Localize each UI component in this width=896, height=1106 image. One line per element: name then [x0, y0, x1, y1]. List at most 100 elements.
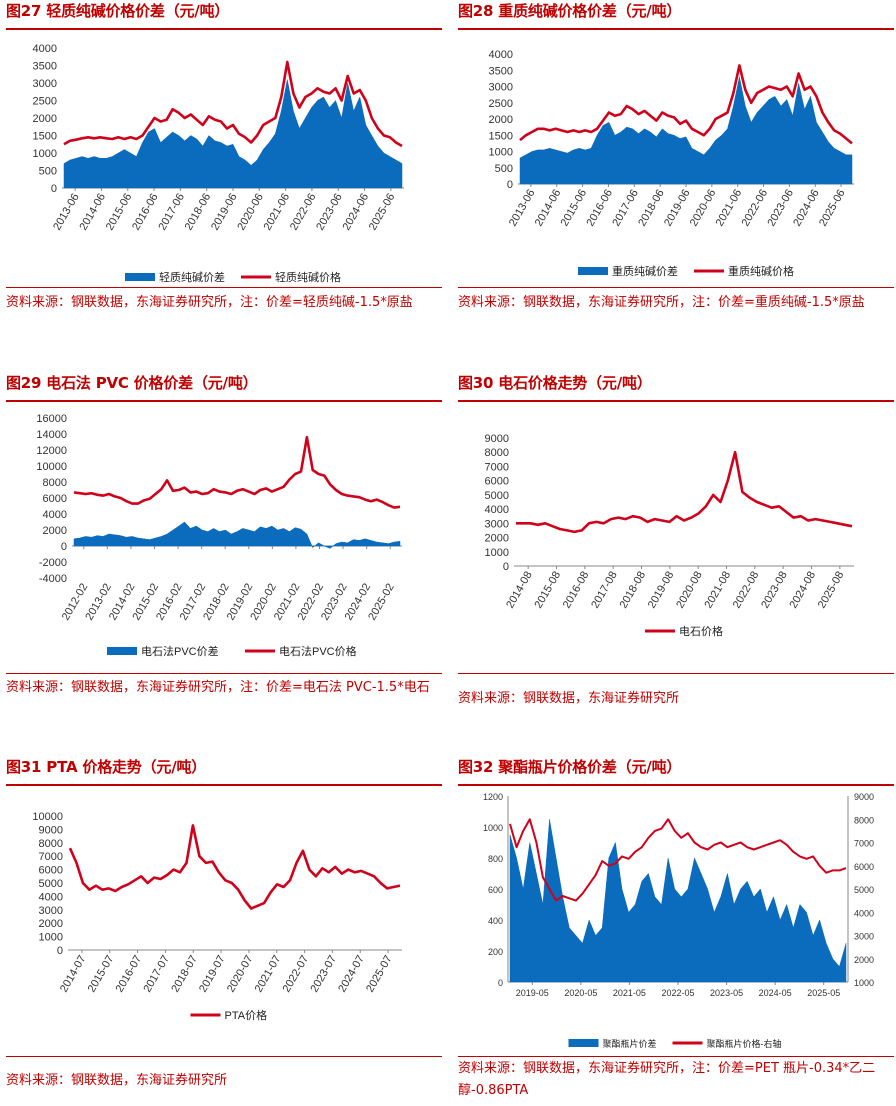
legend-label: PTA价格: [225, 1008, 268, 1022]
y-tick-label: 2500: [489, 98, 513, 110]
x-tick-label: 2024-07: [336, 954, 367, 995]
source-rule: [458, 1056, 894, 1057]
y-tick-label: 4000: [489, 49, 513, 61]
y-tick-label: 8000: [43, 477, 67, 489]
source-rule: [6, 287, 442, 288]
x-tick-label: 2015-08: [533, 570, 564, 611]
y-tick-label: 2000: [489, 114, 513, 126]
chart-29: 16000 14000 12000 10000 8000 6000 4000 2000 0 -20…: [36, 413, 402, 658]
legend-label: 重质纯碱价格: [728, 264, 794, 278]
source-note: 资料来源：钢联数据，东海证券研究所，注：价差=电石法 PVC-1.5*电石: [6, 680, 430, 695]
legend-label: 重质纯碱价差: [612, 264, 678, 278]
y-tick-label: 12000: [36, 445, 67, 457]
source-rule: [458, 673, 894, 674]
x-tick-label: 2017-07: [141, 954, 172, 995]
y-tick-label: 6000: [43, 493, 67, 505]
x-tick-label: 2015-07: [86, 954, 117, 995]
x-tick-label: 2019-05: [516, 988, 549, 998]
x-tick-label: 2022-08: [731, 570, 762, 611]
y2-tick-label: 3000: [854, 932, 874, 942]
legend-label: 聚酯瓶片价格-右轴: [707, 1038, 782, 1049]
y-tick-label: 5000: [485, 490, 509, 502]
y-tick-label: 2000: [39, 918, 63, 930]
y-tick-label: 7000: [39, 851, 63, 863]
x-tick-label: 2025-06: [367, 192, 398, 233]
y-tick-label: 400: [488, 916, 503, 926]
series-line-price: [509, 818, 847, 902]
source-note: 资料来源：钢联数据，东海证券研究所: [6, 1073, 228, 1088]
y-tick-label: 1000: [39, 932, 63, 944]
y-tick-label: 2000: [43, 525, 67, 537]
y-tick-label: 1000: [485, 547, 509, 559]
y2-tick-label: 5000: [854, 885, 874, 895]
y-tick-label: 5000: [39, 878, 63, 890]
x-tick-label: 2018-07: [169, 954, 200, 995]
chart-30: 9000800070006000500040003000200010000201…: [485, 433, 854, 638]
y-tick-label: 0: [498, 978, 503, 988]
y-tick-label: 3500: [489, 65, 513, 77]
y-tick-label: 4000: [33, 43, 57, 55]
figure-title: 图29 电石法 PVC 价格价差（元/吨）: [6, 374, 258, 392]
x-tick-label: 2025-07: [364, 954, 395, 995]
y2-tick-label: 9000: [854, 792, 874, 802]
figure-title: 图28 重质纯碱价格价差（元/吨）: [458, 2, 682, 20]
x-tick-label: 2016-07: [114, 954, 145, 995]
legend-label: 轻质纯碱价差: [159, 270, 225, 284]
x-tick-label: 2017-08: [589, 570, 620, 611]
x-tick-label: 2024-08: [788, 570, 819, 611]
y-tick-label: 0: [61, 541, 67, 553]
y-tick-label: 9000: [485, 433, 509, 445]
y-tick-label: -2000: [39, 557, 67, 569]
title-rule: [6, 784, 442, 786]
y-tick-label: 3000: [485, 518, 509, 530]
x-tick-label: 2021-05: [613, 988, 646, 998]
y-tick-label: 2000: [33, 113, 57, 125]
y-tick-label: 7000: [485, 461, 509, 473]
series-area-spread: [73, 521, 401, 549]
x-tick-label: 2023-07: [308, 954, 339, 995]
legend-label: 轻质纯碱价格: [275, 270, 341, 284]
y-tick-label: 600: [488, 885, 503, 895]
chart-31: 1000090008000700060005000400030002000100…: [32, 811, 402, 1022]
y-tick-label: 1000: [483, 823, 503, 833]
x-tick-label: 2020-05: [564, 988, 597, 998]
legend-label: 电石法PVC价差: [141, 644, 219, 658]
y2-tick-label: 1000: [854, 978, 874, 988]
figure-title: 图27 轻质纯碱价格价差（元/吨）: [6, 2, 230, 20]
series-area-spread: [63, 79, 403, 189]
y-tick-label: 8000: [39, 838, 63, 850]
y-tick-label: 16000: [36, 413, 67, 425]
y2-tick-label: 7000: [854, 839, 874, 849]
y-tick-label: 3000: [33, 78, 57, 90]
x-tick-label: 2020-07: [225, 954, 256, 995]
source-rule: [6, 1056, 442, 1057]
x-tick-label: 2014-07: [58, 954, 89, 995]
legend-label: 电石法PVC价格: [279, 644, 357, 658]
y-tick-label: -4000: [39, 573, 67, 585]
y-tick-label: 1000: [489, 147, 513, 159]
chart-27: 400035003000250020001500100050002013-062…: [33, 43, 404, 284]
x-tick-label: 2019-07: [197, 954, 228, 995]
title-rule: [458, 400, 894, 402]
x-tick-label: 2018-08: [618, 570, 649, 611]
source-rule: [458, 287, 894, 288]
figure-title: 图32 聚酯瓶片价格价差（元/吨）: [458, 758, 682, 776]
x-tick-label: 2025-08: [816, 570, 847, 611]
title-rule: [458, 784, 894, 786]
series-line-price: [73, 435, 401, 509]
x-tick-label: 2021-07: [253, 954, 284, 995]
legend-label: 聚酯瓶片价差: [603, 1038, 657, 1049]
y-tick-label: 200: [488, 947, 503, 957]
x-tick-label: 2016-08: [561, 570, 592, 611]
figure-title: 图31 PTA 价格走势（元/吨）: [6, 758, 207, 776]
chart-28: 400035003000250020001500100050002013-062…: [489, 49, 854, 278]
x-tick-label: 2023-05: [710, 988, 743, 998]
legend-label: 电石价格: [679, 624, 723, 638]
figure-title: 图30 电石价格走势（元/吨）: [458, 374, 652, 392]
source-note: 资料来源：钢联数据，东海证券研究所，注：价差=重质纯碱-1.5*原盐: [458, 295, 865, 310]
y-tick-label: 4000: [485, 504, 509, 516]
y-tick-label: 0: [503, 561, 509, 573]
y-tick-label: 2500: [33, 96, 57, 108]
series-line-price: [519, 64, 853, 145]
title-rule: [6, 28, 442, 30]
